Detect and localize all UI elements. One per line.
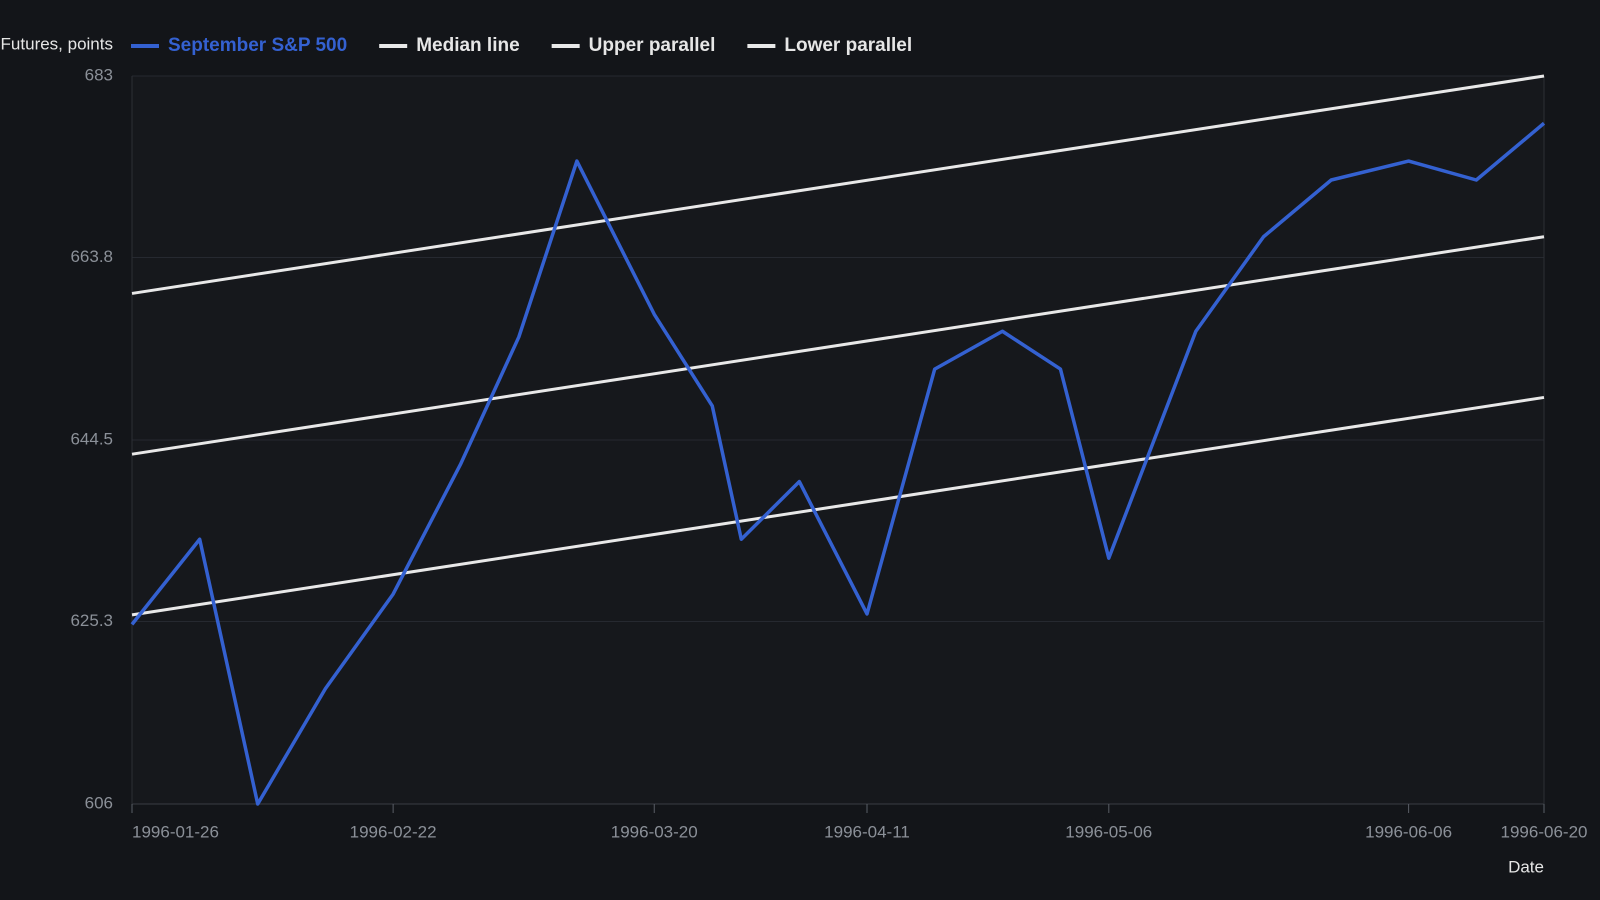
y-tick-label: 625.3	[70, 611, 113, 630]
series-line	[131, 74, 1545, 295]
legend-label: Median line	[416, 35, 519, 56]
x-tick-label: 1996-03-20	[611, 822, 698, 841]
x-tick-label: 1996-06-20	[1501, 822, 1588, 841]
y-axis-label: Futures, points	[1, 34, 113, 53]
y-tick-label: 644.5	[70, 429, 113, 448]
legend-label: Lower parallel	[784, 35, 912, 56]
y-tick-label: 683	[85, 65, 113, 84]
x-tick-label: 1996-04-11	[824, 822, 910, 841]
x-tick-label: 1996-02-22	[350, 822, 437, 841]
legend-label: September S&P 500	[168, 35, 347, 56]
x-axis-label: Date	[1508, 857, 1544, 876]
series-line	[131, 235, 1545, 456]
x-tick-label: 1996-05-06	[1065, 822, 1152, 841]
x-tick-label: 1996-06-06	[1365, 822, 1452, 841]
series-line	[131, 395, 1545, 617]
y-tick-label: 606	[85, 793, 113, 812]
x-tick-label: 1996-01-26	[132, 822, 219, 841]
y-tick-label: 663.8	[70, 247, 113, 266]
series-line	[130, 121, 1546, 806]
legend-label: Upper parallel	[589, 35, 716, 56]
